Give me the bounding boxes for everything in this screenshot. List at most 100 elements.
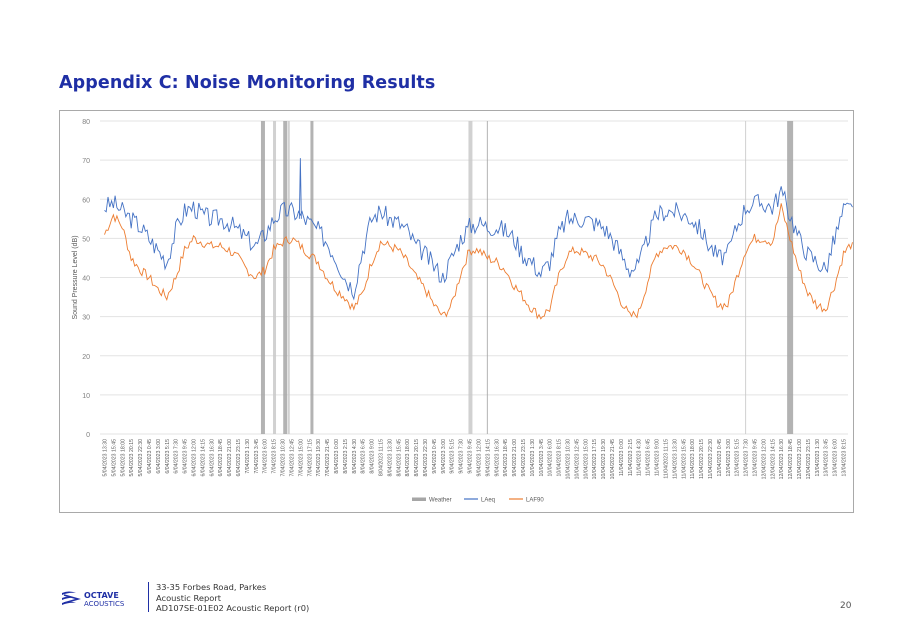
weather-bar [260,121,265,434]
x-tick-label: 10/04/2023 17:15 [592,439,598,480]
x-tick-label: 11/04/2023 18:00 [690,439,696,479]
x-tick-label: 8/04/2023 0:00 [334,439,340,474]
x-tick-label: 6/04/2023 18:45 [218,439,224,477]
x-tick-label: 13/04/2023 8:15 [842,439,848,477]
x-tick-label: 9/04/2023 9:45 [468,439,474,474]
weather-bar [745,121,747,434]
x-tick-label: 8/04/2023 20:15 [414,439,420,477]
x-tick-label: 9/04/2023 14:15 [485,439,491,477]
x-tick-label: 10/04/2023 8:15 [557,439,563,477]
x-tick-label: 10/04/2023 3:45 [539,439,545,477]
y-tick-label: 40 [82,276,90,283]
x-tick-label: 12/04/2023 7:30 [744,439,750,477]
x-tick-label: 6/04/2023 0:45 [147,439,153,474]
x-tick-label: 8/04/2023 4:30 [352,439,358,474]
x-tick-label: 11/04/2023 4:30 [637,439,643,476]
x-tick-label: 9/04/2023 21:00 [512,439,518,477]
x-tick-label: 10/04/2023 21:45 [610,439,616,480]
x-tick-label: 8/04/2023 13:30 [387,439,393,477]
legend-weather-swatch [412,497,426,501]
x-tick-label: 11/04/2023 6:45 [646,439,652,476]
x-tick-label: 12/04/2023 5:15 [735,439,741,477]
x-tick-label: 7/04/2023 6:00 [263,439,269,474]
x-tick-label: 11/04/2023 13:30 [672,439,678,479]
x-tick-label: 5/04/2023 13:30 [102,439,108,477]
x-tick-label: 6/04/2023 7:30 [174,439,180,474]
legend-weather-label: Weather [429,498,452,504]
x-tick-label: 6/04/2023 14:15 [200,439,206,477]
x-tick-label: 7/04/2023 15:00 [298,439,304,477]
x-tick-label: 11/04/2023 2:15 [628,439,634,476]
y-tick-label: 60 [82,197,90,204]
x-tick-label: 8/04/2023 6:45 [361,439,367,474]
x-tick-label: 13/04/2023 1:30 [815,439,821,477]
x-tick-label: 12/04/2023 14:15 [770,439,776,480]
x-tick-label: 11/04/2023 15:45 [681,439,687,479]
x-tick-label: 12/04/2023 18:45 [788,439,794,480]
y-tick-label: 0 [86,432,90,439]
x-tick-label: 5/04/2023 20:15 [129,439,135,477]
noise-chart: 0 10 20 30 40 50 60 70 80 Sound Pressure Level (d… [59,110,854,513]
x-tick-label: 7/04/2023 19:30 [316,439,322,477]
x-tick-label: 9/04/2023 7:30 [459,439,465,474]
x-tick-label: 11/04/2023 22:30 [708,439,714,479]
y-tick-label: 10 [82,393,90,400]
y-tick-label: 70 [82,158,90,165]
x-tick-label: 8/04/2023 9:00 [370,439,376,474]
series-laeq-line [104,186,853,301]
x-tick-label: 10/04/2023 10:30 [566,439,572,480]
x-tick-label: 6/04/2023 23:15 [236,439,242,477]
x-tick-label: 7/04/2023 21:45 [325,439,331,477]
x-tick-label: 11/04/2023 0:00 [619,439,625,476]
x-tick-label: 6/04/2023 21:00 [227,439,233,477]
x-tick-label: 7/04/2023 1:30 [245,439,251,474]
x-tick-label: 9/04/2023 12:00 [476,439,482,477]
x-tick-label: 8/04/2023 15:45 [396,439,402,477]
x-tick-label: 12/04/2023 9:45 [753,439,759,477]
footer-report-id: AD107SE-01E02 Acoustic Report (r0) [156,603,310,614]
octave-acoustics-logo: OCTAVE ACOUSTICS [62,591,125,608]
x-tick-label: 13/04/2023 6:00 [833,439,839,477]
weather-bar [310,121,314,434]
x-tick-label: 10/04/2023 12:45 [574,439,580,480]
y-tick-label: 20 [82,354,90,361]
page-number: 20 [840,601,852,611]
legend-laf90-label: LAF90 [526,498,544,504]
x-tick-label: 10/04/2023 6:00 [548,439,554,477]
series-laf90-line [104,203,853,320]
x-tick-label: 10/04/2023 15:00 [583,439,589,480]
y-tick-label: 50 [82,236,90,243]
x-tick-label: 8/04/2023 18:00 [405,439,411,477]
x-tick-label: 12/04/2023 12:00 [761,439,767,480]
x-tick-label: 9/04/2023 18:45 [503,439,509,477]
x-tick-label: 8/04/2023 2:15 [343,439,349,474]
page-title: Appendix C: Noise Monitoring Results [59,73,436,93]
x-tick-label: 9/04/2023 5:15 [450,439,456,474]
x-tick-label: 12/04/2023 16:30 [779,439,785,480]
footer-text: 33-35 Forbes Road, Parkes Acoustic Repor… [156,582,309,614]
x-tick-label: 5/04/2023 22:30 [138,439,144,477]
y-axis-label: Sound Pressure Level (dB) [72,235,79,319]
x-tick-label: 6/04/2023 5:15 [165,439,171,474]
weather-bar [468,121,473,434]
footer-address: 33-35 Forbes Road, Parkes [156,582,267,592]
x-tick-label: 11/04/2023 9:00 [655,439,661,476]
weather-bar [287,121,290,434]
x-tick-label: 8/04/2023 11:15 [379,439,385,476]
laeq-spike [298,158,302,219]
x-tick-label: 12/04/2023 23:15 [806,439,812,480]
x-tick-label: 7/04/2023 8:15 [272,439,278,474]
x-tick-label: 8/04/2023 22:30 [423,439,429,477]
weather-bar [787,121,794,434]
weather-bar [273,121,277,434]
weather-bar [486,121,488,434]
x-tick-label: 9/04/2023 0:45 [432,439,438,474]
logo-line1: OCTAVE [84,591,119,600]
x-tick-label: 7/04/2023 10:30 [281,439,287,477]
x-tick-label: 12/04/2023 3:00 [726,439,732,477]
x-tick-label: 10/04/2023 1:30 [530,439,536,477]
x-tick-label: 9/04/2023 23:15 [521,439,527,477]
logo-line2: ACOUSTICS [84,600,125,608]
weather-bar [283,121,288,434]
x-tick-label: 5/04/2023 18:00 [120,439,126,477]
